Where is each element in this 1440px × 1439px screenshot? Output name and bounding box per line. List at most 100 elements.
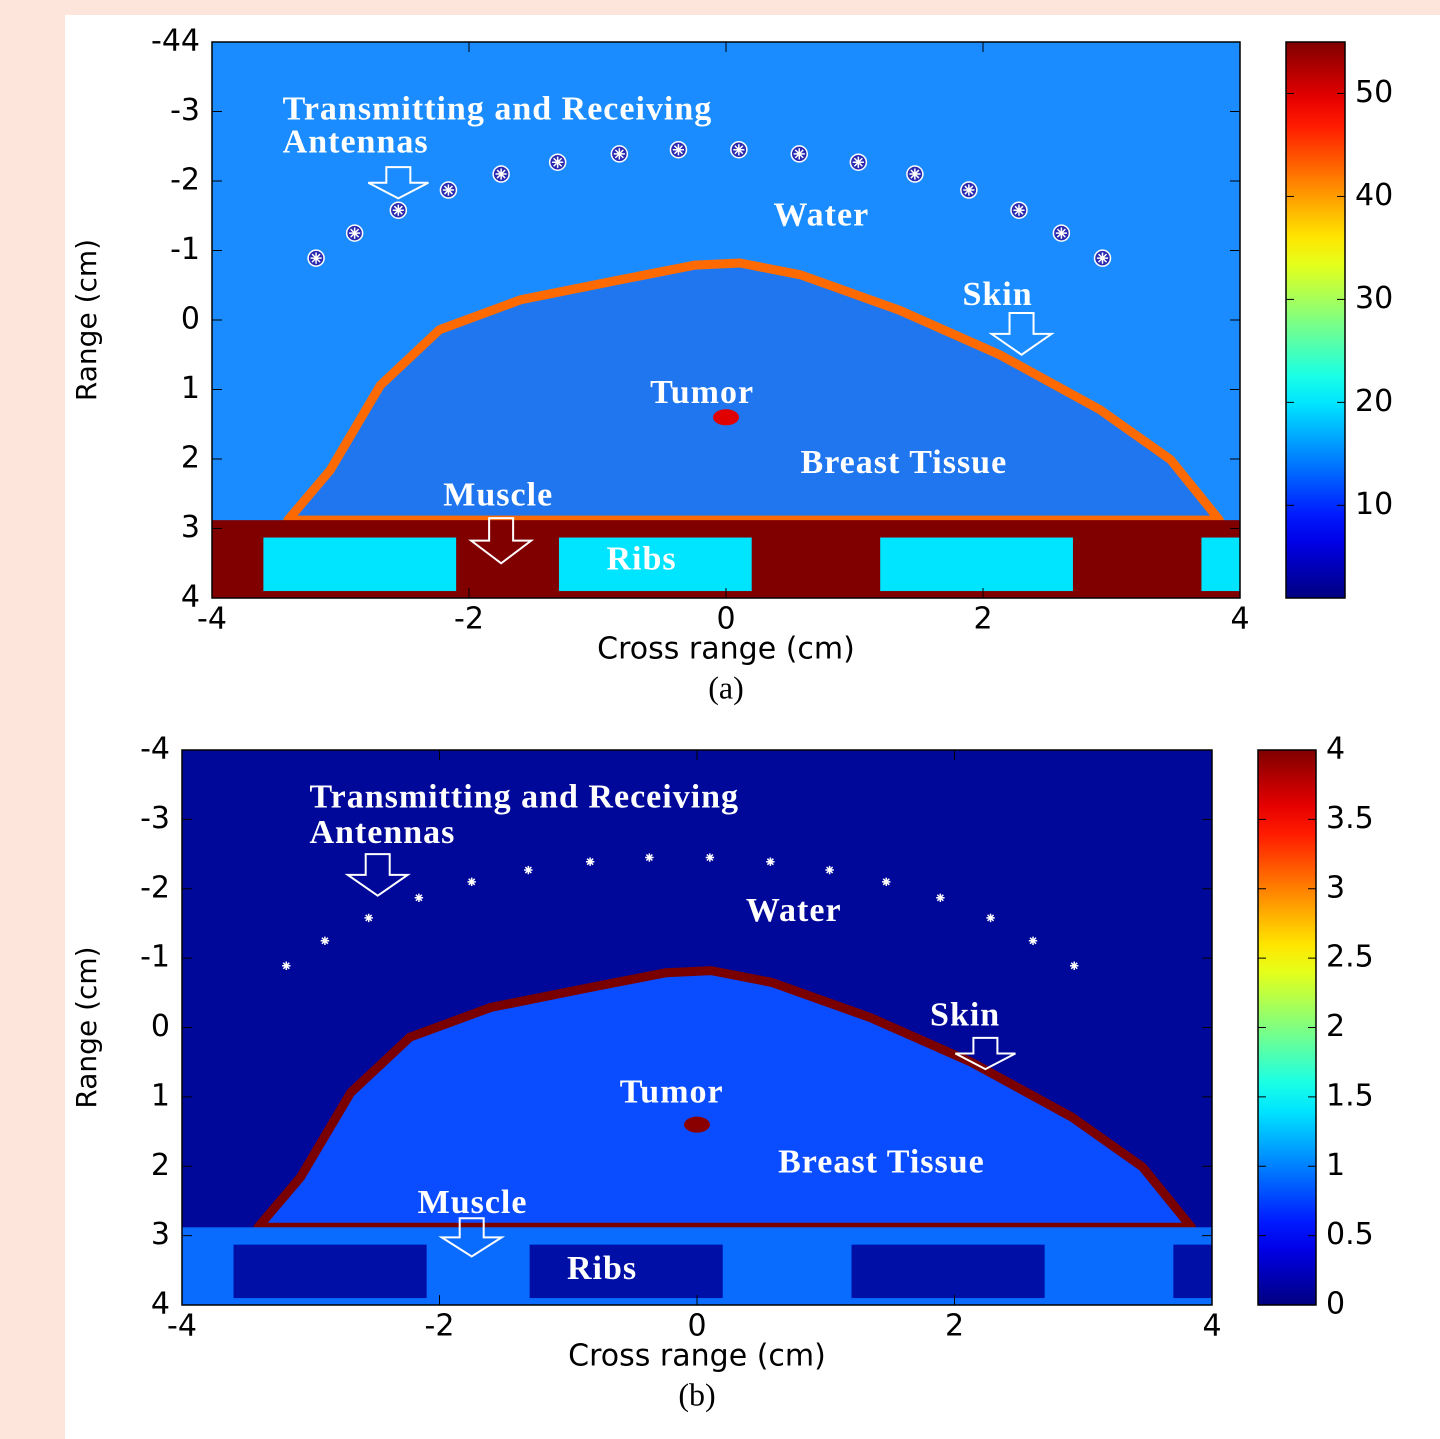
y-tick-label: -3 bbox=[140, 801, 170, 836]
antenna-star bbox=[986, 914, 994, 922]
annotation: Muscle bbox=[443, 477, 553, 514]
antenna-star bbox=[936, 894, 944, 902]
y-tick-label: 3 bbox=[181, 510, 200, 545]
colorbar-tick-label: 10 bbox=[1355, 487, 1393, 522]
x-tick-label: -2 bbox=[454, 602, 484, 637]
x-tick-label: 2 bbox=[973, 602, 992, 637]
antenna-star bbox=[467, 878, 475, 886]
x-axis-label: Cross range (cm) bbox=[568, 1339, 826, 1374]
antenna-star bbox=[321, 937, 329, 945]
x-tick-label: -2 bbox=[425, 1309, 455, 1344]
x-axis-label: Cross range (cm) bbox=[597, 632, 855, 667]
antenna-star bbox=[310, 253, 321, 264]
annotation: Water bbox=[746, 892, 842, 929]
antenna-star bbox=[766, 857, 774, 865]
antenna-star bbox=[393, 205, 404, 216]
rib bbox=[234, 1245, 427, 1298]
antenna-star bbox=[882, 878, 890, 886]
rib bbox=[263, 538, 456, 592]
y-tick-label: -3 bbox=[170, 93, 200, 128]
colorbar bbox=[1286, 42, 1345, 598]
annotation: Ribs bbox=[567, 1250, 637, 1287]
colorbar-tick-label: 30 bbox=[1355, 281, 1393, 316]
antenna-star bbox=[524, 866, 532, 874]
antenna-star bbox=[1097, 253, 1108, 264]
antenna-star bbox=[1056, 228, 1067, 239]
colorbar-tick-label: 3 bbox=[1326, 870, 1345, 905]
annotation: Antennas bbox=[283, 124, 429, 161]
colorbar-tick-label: 20 bbox=[1355, 384, 1393, 419]
antenna-star bbox=[586, 857, 594, 865]
colorbar-tick-label: 4 bbox=[1326, 732, 1345, 767]
y-tick-label: 1 bbox=[151, 1078, 170, 1113]
colorbar-tick-label: 1 bbox=[1326, 1148, 1345, 1183]
annotation: Tumor bbox=[650, 374, 754, 411]
y-tick-label: -44 bbox=[151, 24, 200, 59]
x-tick-label: -4 bbox=[197, 602, 227, 637]
annotation: Muscle bbox=[418, 1184, 528, 1221]
antenna-star bbox=[825, 866, 833, 874]
figure: Transmitting and ReceivingAntennasWaterS… bbox=[0, 0, 1440, 1439]
colorbar-tick-label: 2.5 bbox=[1326, 940, 1374, 975]
antenna-star bbox=[645, 853, 653, 861]
x-tick-label: -4 bbox=[167, 1309, 197, 1344]
colorbar-tick-label: 50 bbox=[1355, 75, 1393, 110]
y-tick-label: -1 bbox=[170, 232, 200, 267]
antenna-star bbox=[733, 144, 744, 155]
antenna-star bbox=[552, 157, 563, 168]
y-tick-label: 3 bbox=[151, 1217, 170, 1252]
antenna-star bbox=[1013, 205, 1024, 216]
antenna-star bbox=[909, 168, 920, 179]
antenna-star bbox=[614, 148, 625, 159]
annotation: Tumor bbox=[620, 1074, 724, 1111]
antenna-star bbox=[1029, 937, 1037, 945]
antenna-star bbox=[415, 894, 423, 902]
colorbar-tick-label: 40 bbox=[1355, 178, 1393, 213]
y-tick-label: 2 bbox=[181, 441, 200, 476]
y-tick-label: 4 bbox=[151, 1287, 170, 1322]
rib bbox=[1173, 1245, 1212, 1298]
x-tick-label: 4 bbox=[1202, 1309, 1221, 1344]
antenna-star bbox=[963, 184, 974, 195]
antenna-star bbox=[706, 853, 714, 861]
rib bbox=[880, 538, 1073, 592]
colorbar-tick-label: 0.5 bbox=[1326, 1217, 1374, 1252]
y-tick-label: 4 bbox=[181, 580, 200, 615]
caption: (b) bbox=[678, 1376, 715, 1412]
y-tick-label: 0 bbox=[181, 302, 200, 337]
antenna-star bbox=[794, 148, 805, 159]
y-tick-label: -1 bbox=[140, 940, 170, 975]
antenna-star bbox=[349, 228, 360, 239]
annotation: Ribs bbox=[606, 541, 676, 578]
annotation: Water bbox=[774, 197, 870, 234]
antenna-star bbox=[364, 914, 372, 922]
annotation: Transmitting and Receiving bbox=[309, 779, 739, 816]
annotation: Breast Tissue bbox=[778, 1144, 985, 1181]
antenna-star bbox=[1070, 962, 1078, 970]
colorbar-tick-label: 3.5 bbox=[1326, 801, 1374, 836]
colorbar-tick-label: 2 bbox=[1326, 1009, 1345, 1044]
tumor bbox=[713, 409, 739, 425]
x-tick-label: 4 bbox=[1230, 602, 1249, 637]
annotation: Skin bbox=[930, 997, 1000, 1034]
colorbar-tick-label: 0 bbox=[1326, 1287, 1345, 1322]
antenna-star bbox=[443, 184, 454, 195]
y-tick-label: -2 bbox=[140, 870, 170, 905]
rib bbox=[1201, 538, 1240, 592]
colorbar-tick-label: 1.5 bbox=[1326, 1078, 1374, 1113]
annotation: Skin bbox=[962, 276, 1032, 313]
y-tick-label: -2 bbox=[170, 163, 200, 198]
annotation: Breast Tissue bbox=[801, 444, 1008, 481]
antenna-star bbox=[673, 144, 684, 155]
y-tick-label: 1 bbox=[181, 371, 200, 406]
antenna-star bbox=[853, 157, 864, 168]
antenna-star bbox=[282, 962, 290, 970]
y-axis-label: Range (cm) bbox=[70, 946, 103, 1108]
tumor bbox=[684, 1117, 710, 1133]
y-tick-label: 0 bbox=[151, 1009, 170, 1044]
caption: (a) bbox=[708, 669, 744, 705]
x-tick-label: 2 bbox=[945, 1309, 964, 1344]
annotation: Antennas bbox=[309, 814, 455, 851]
y-tick-label: 2 bbox=[151, 1148, 170, 1183]
y-tick-label: -4 bbox=[140, 732, 170, 767]
